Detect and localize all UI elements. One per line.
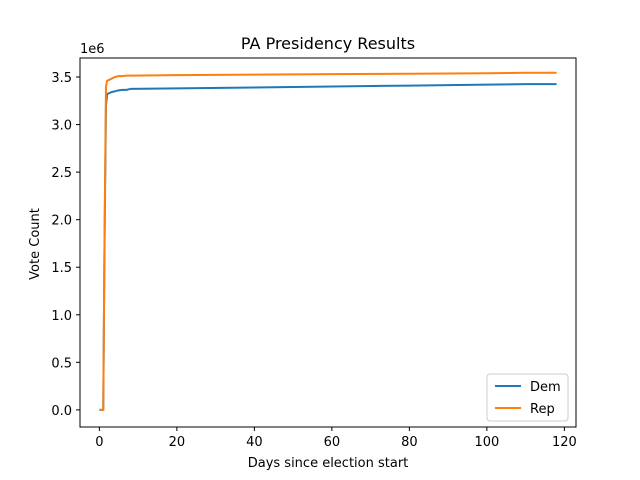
- x-tick-label: 100: [474, 435, 499, 450]
- x-tick-label: 120: [552, 435, 577, 450]
- y-tick-label: 2.0: [51, 214, 72, 229]
- plot-area: 0 20 40 60 80 100 120 0.0 0.5 1.0 1.5 2.0 2.5 3.0 3.5 D…: [51, 57, 577, 450]
- axes-frame: [79, 57, 577, 428]
- y-tick-label: 0.5: [51, 356, 72, 371]
- chart-title: PA Presidency Results: [241, 34, 415, 53]
- y-multiplier-label: 1e6: [80, 42, 105, 57]
- y-axis-title: Vote Count: [28, 208, 43, 280]
- x-tick-label: 80: [401, 435, 418, 450]
- x-tick-label: 60: [324, 435, 341, 450]
- y-tick-label: 0.0: [51, 404, 72, 419]
- legend-label-dem: Dem: [530, 380, 561, 395]
- y-tick-label: 2.5: [51, 166, 72, 181]
- y-tick-label: 3.0: [51, 119, 72, 134]
- y-tick-label: 3.5: [51, 71, 72, 86]
- x-tick-label: 40: [246, 435, 263, 450]
- series-line-rep: [99, 71, 557, 411]
- y-tick-label: 1.5: [51, 261, 72, 276]
- legend-label-rep: Rep: [530, 402, 555, 417]
- x-tick-label: 20: [169, 435, 186, 450]
- x-tick-label: 0: [95, 435, 103, 450]
- y-tick-label: 1.0: [51, 309, 72, 324]
- x-axis-title: Days since election start: [248, 456, 409, 471]
